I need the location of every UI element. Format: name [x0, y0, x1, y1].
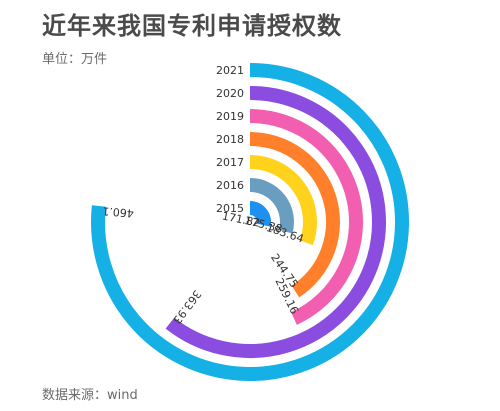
- bar-2020: [165, 86, 386, 358]
- chart-title: 近年来我国专利申请授权数: [42, 12, 342, 40]
- value-label: 460.1: [102, 204, 134, 219]
- source-label: 数据来源：wind: [42, 388, 138, 403]
- year-label: 2017: [216, 156, 244, 169]
- year-label: 2020: [216, 87, 244, 100]
- unit-label: 单位：万件: [42, 52, 108, 67]
- bar-2015: [249, 201, 271, 227]
- year-label: 2019: [216, 110, 244, 123]
- year-label: 2018: [216, 133, 244, 146]
- bar-2017: [249, 155, 317, 246]
- bar-2018: [249, 132, 340, 298]
- bar-2019: [249, 109, 363, 325]
- bar-2016: [249, 178, 294, 234]
- year-label: 2016: [216, 179, 244, 192]
- bar-2021: [91, 63, 409, 381]
- year-label: 2021: [216, 64, 244, 77]
- value-label: 363.93: [170, 288, 203, 327]
- year-label: 2015: [216, 202, 244, 215]
